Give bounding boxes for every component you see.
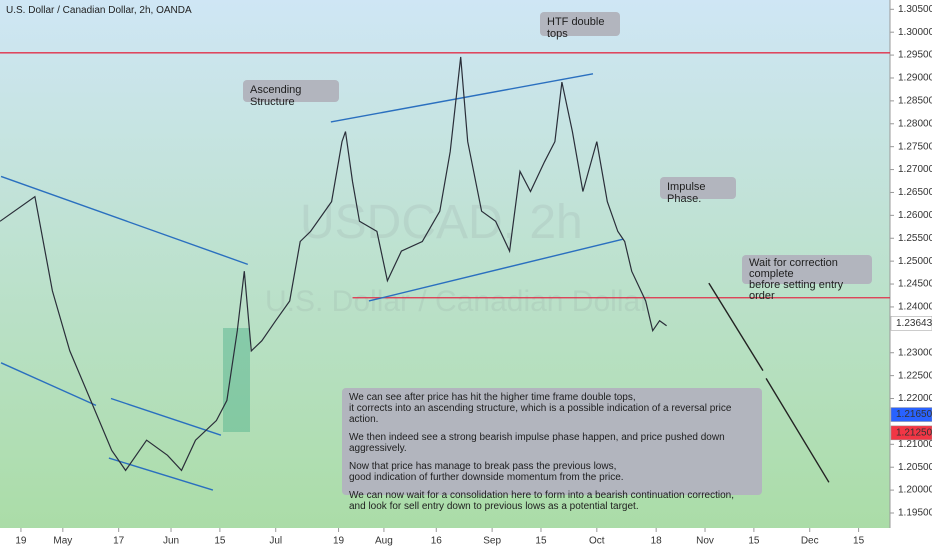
y-tick-label: 1.26000	[898, 210, 932, 221]
x-tick-label: 18	[651, 536, 663, 547]
price-line	[0, 56, 667, 472]
x-tick-label: 16	[431, 536, 443, 547]
annotation: HTF double tops	[540, 12, 620, 40]
trendline	[330, 73, 594, 123]
y-tick-label: 1.30500	[898, 4, 932, 15]
y-tick-label: 1.22000	[898, 393, 932, 404]
y-tick-label: 1.28500	[898, 96, 932, 107]
x-tick-label: Jul	[269, 536, 282, 547]
x-tick-label: 15	[853, 536, 865, 547]
y-tick-label: 1.23000	[898, 347, 932, 358]
price-badge-label: 1.23643	[896, 318, 932, 329]
y-tick-label: 1.28000	[898, 118, 932, 129]
x-tick-label: 17	[113, 536, 125, 547]
trendline	[765, 378, 830, 483]
commentary: We then indeed see a strong bearish impu…	[349, 432, 725, 454]
x-tick-label: Jun	[163, 536, 179, 547]
x-axis-bg	[0, 528, 932, 550]
trendline	[0, 175, 249, 266]
y-tick-label: 1.29000	[898, 73, 932, 84]
y-tick-label: 1.19500	[898, 508, 932, 519]
x-tick-label: 19	[15, 536, 27, 547]
annotation: Ascending Structure	[243, 80, 339, 108]
x-tick-label: 15	[748, 536, 760, 547]
watermark-sub: U.S. Dollar / Canadian Dollar	[265, 285, 651, 318]
price-badge	[890, 425, 932, 441]
y-tick-label: 1.27500	[898, 141, 932, 152]
y-axis-bg	[890, 0, 932, 550]
commentary: Now that price has manage to break pass …	[349, 461, 624, 483]
x-tick-label: 19	[333, 536, 345, 547]
x-tick-label: May	[53, 536, 72, 547]
trendline	[368, 238, 624, 302]
x-tick-label: Dec	[801, 536, 819, 547]
trendline	[0, 362, 97, 407]
y-tick-label: 1.21000	[898, 439, 932, 450]
x-tick-label: 15	[214, 536, 226, 547]
trendline	[110, 397, 222, 436]
commentary-box: We can see after price has hit the highe…	[342, 388, 762, 512]
y-tick-label: 1.30000	[898, 27, 932, 38]
y-tick-label: 1.24000	[898, 302, 932, 313]
chart-title: U.S. Dollar / Canadian Dollar, 2h, OANDA	[6, 5, 192, 16]
y-tick-label: 1.20000	[898, 485, 932, 496]
x-tick-label: Aug	[375, 536, 393, 547]
price-badge-label: 1.21650	[896, 409, 932, 420]
commentary: We can see after price has hit the highe…	[349, 392, 732, 425]
price-badge	[890, 407, 932, 422]
price-badge	[890, 316, 932, 331]
x-tick-label: 15	[535, 536, 547, 547]
annotation: Wait for correction complete before sett…	[742, 255, 872, 302]
trendline	[108, 457, 214, 491]
x-tick-label: Sep	[483, 536, 501, 547]
y-tick-label: 1.20500	[898, 462, 932, 473]
y-tick-label: 1.24500	[898, 279, 932, 290]
y-tick-label: 1.29500	[898, 50, 932, 61]
commentary: We can now wait for a consolidation here…	[349, 490, 735, 512]
y-tick-label: 1.27000	[898, 164, 932, 175]
annotation: Impulse Phase.	[660, 177, 736, 205]
y-tick-label: 1.26500	[898, 187, 932, 198]
y-tick-label: 1.22500	[898, 370, 932, 381]
x-tick-label: Oct	[589, 536, 605, 547]
trendline	[708, 282, 764, 371]
price-badge-label: 1.21250	[896, 428, 932, 439]
y-tick-label: 1.25000	[898, 256, 932, 267]
position-box	[223, 328, 250, 432]
y-tick-label: 1.25500	[898, 233, 932, 244]
x-tick-label: Nov	[696, 536, 714, 547]
